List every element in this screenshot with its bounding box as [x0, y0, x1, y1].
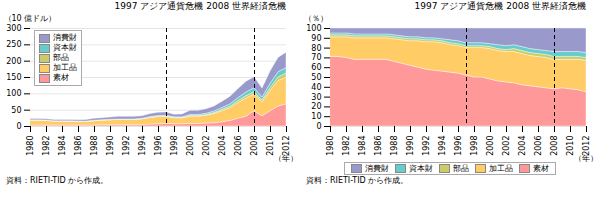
svg-text:1994: 1994 [438, 136, 447, 156]
svg-text:20: 20 [311, 102, 321, 111]
html-text:部品: 部品 [53, 53, 69, 62]
svg-text:2012: 2012 [282, 135, 292, 156]
svg-text:2000: 2000 [186, 136, 195, 156]
svg-text:60: 60 [311, 63, 321, 72]
svg-text:80: 80 [311, 44, 321, 53]
html-text:1997 アジア通貨危機 2008 世界経済危機: 1997 アジア通貨危機 2008 世界経済危機 [114, 1, 286, 11]
html-text:加工品: 加工品 [53, 63, 77, 72]
svg-text:2006: 2006 [234, 136, 243, 156]
svg-text:1984: 1984 [358, 136, 367, 156]
html-text:1997 アジア通貨危機 2008 世界経済危機: 1997 アジア通貨危機 2008 世界経済危機 [414, 1, 586, 11]
svg-text:1992: 1992 [422, 136, 431, 156]
svg-text:100: 100 [6, 89, 21, 98]
svg-text:1990: 1990 [406, 136, 415, 156]
svg-text:300: 300 [6, 24, 21, 33]
svg-text:50: 50 [11, 106, 21, 115]
svg-text:2008: 2008 [250, 136, 259, 156]
svg-text:250: 250 [6, 40, 21, 49]
svg-text:0: 0 [16, 122, 21, 131]
svg-text:1988: 1988 [90, 136, 99, 156]
html-text:消費財: 消費財 [53, 33, 77, 42]
html-text:素材: 素材 [53, 73, 69, 82]
svg-text:（10 億ドル）: （10 億ドル） [4, 14, 57, 23]
svg-text:1998: 1998 [170, 136, 179, 156]
svg-text:1996: 1996 [154, 136, 163, 156]
svg-text:2002: 2002 [502, 136, 511, 156]
svg-text:10: 10 [311, 112, 321, 121]
svg-text:（％）: （％） [304, 14, 328, 23]
html-text:資料：RIETI-TID から作成。: 資料：RIETI-TID から作成。 [306, 176, 409, 185]
svg-text:150: 150 [6, 73, 21, 82]
svg-text:90: 90 [311, 34, 321, 43]
svg-text:1992: 1992 [122, 136, 131, 156]
html-text:素材: 素材 [533, 164, 549, 173]
svg-text:2006: 2006 [534, 136, 543, 156]
svg-text:2008: 2008 [550, 136, 559, 156]
svg-text:70: 70 [311, 53, 321, 62]
svg-text:2010: 2010 [266, 135, 276, 156]
html-text:資本財: 資本財 [53, 43, 77, 52]
svg-text:2004: 2004 [218, 136, 227, 156]
svg-text:1998: 1998 [470, 136, 479, 156]
svg-text:2000: 2000 [486, 136, 495, 156]
svg-text:1982: 1982 [342, 136, 351, 156]
svg-text:1986: 1986 [74, 136, 83, 156]
svg-text:（年）: （年） [574, 154, 598, 163]
svg-text:2012: 2012 [582, 135, 592, 156]
svg-text:1996: 1996 [454, 136, 463, 156]
svg-text:100: 100 [306, 24, 321, 33]
svg-text:2010: 2010 [566, 135, 576, 156]
svg-text:30: 30 [311, 93, 321, 102]
html-text:消費財: 消費財 [365, 164, 389, 173]
svg-text:2002: 2002 [202, 136, 211, 156]
html-text:加工品: 加工品 [489, 164, 513, 173]
svg-text:1994: 1994 [138, 136, 147, 156]
svg-text:1980: 1980 [26, 136, 35, 156]
svg-text:40: 40 [311, 83, 321, 92]
svg-text:1980: 1980 [326, 136, 335, 156]
svg-text:200: 200 [6, 57, 21, 66]
svg-text:（年）: （年） [274, 154, 298, 163]
svg-text:50: 50 [311, 73, 321, 82]
html-text:資料：RIETI-TID から作成。: 資料：RIETI-TID から作成。 [6, 176, 109, 185]
svg-text:1990: 1990 [106, 136, 115, 156]
svg-text:1984: 1984 [58, 136, 67, 156]
svg-text:1988: 1988 [390, 136, 399, 156]
svg-text:2004: 2004 [518, 136, 527, 156]
html-text:資本財: 資本財 [409, 164, 433, 173]
svg-text:0: 0 [316, 122, 321, 131]
svg-text:1986: 1986 [374, 136, 383, 156]
svg-text:1982: 1982 [42, 136, 51, 156]
html-text:部品: 部品 [453, 164, 469, 173]
